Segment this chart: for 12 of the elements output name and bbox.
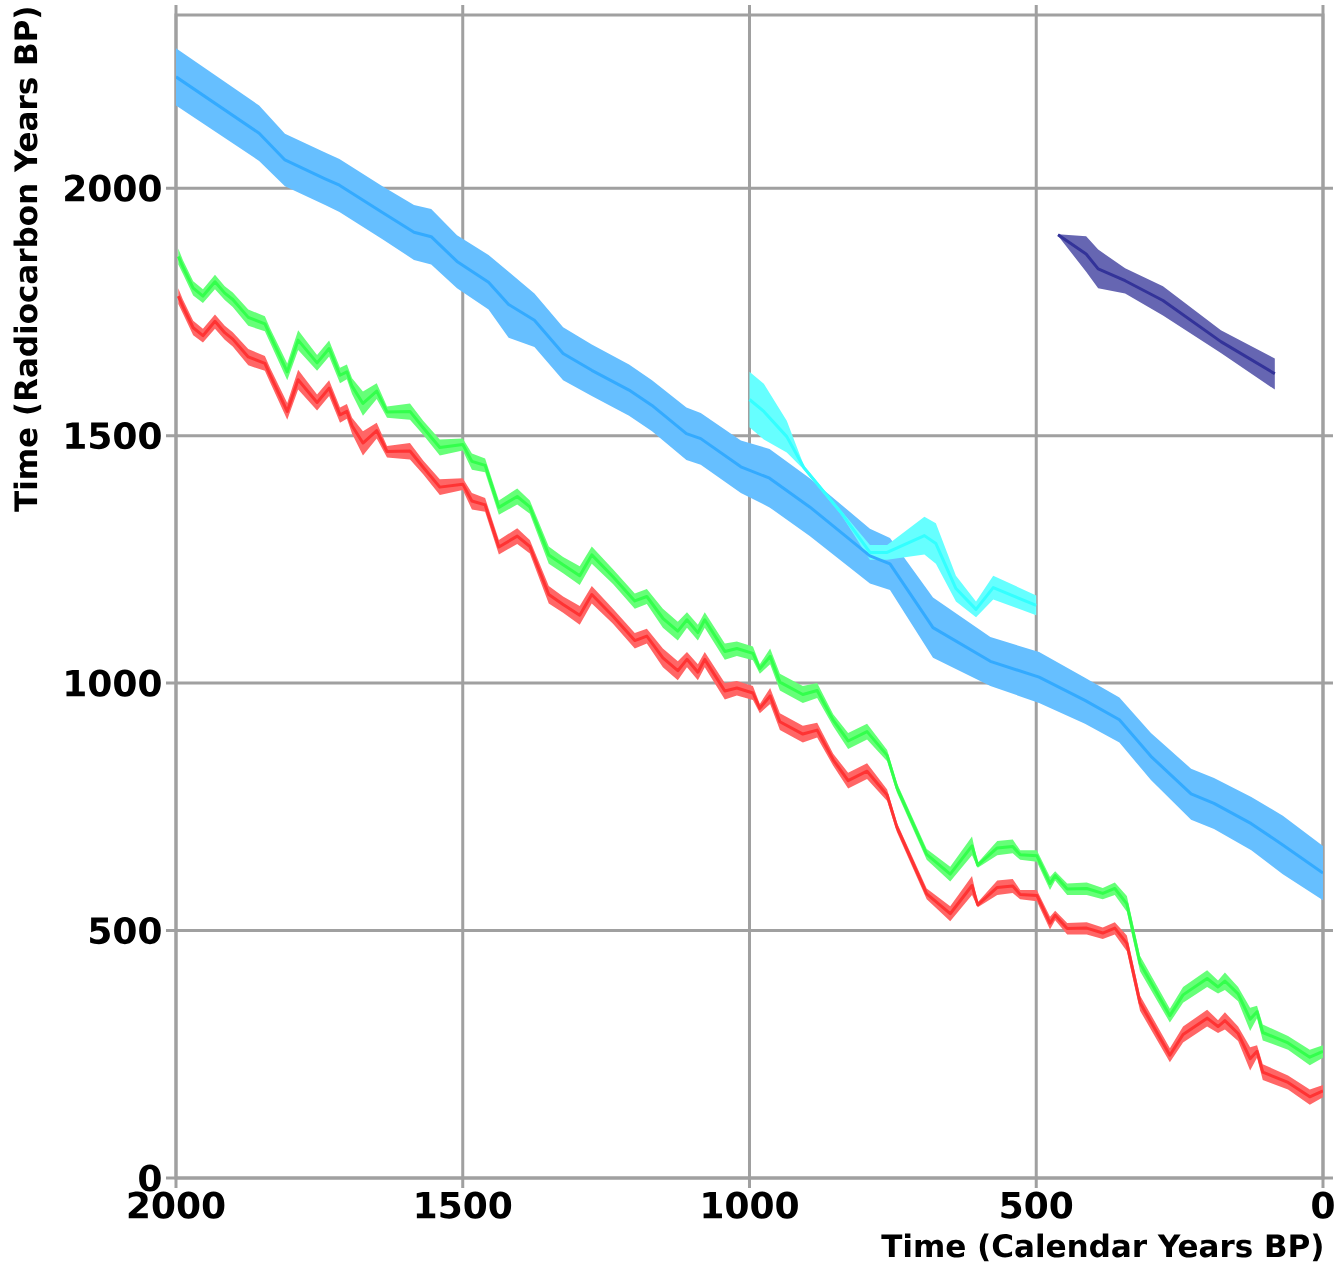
x-tick-label: 1000 (703, 1191, 798, 1219)
y-tick-label: 500 (90, 916, 161, 945)
x-axis-title: Time (Calendar Years BP) (881, 1233, 1322, 1262)
x-tick-label: 0 (1312, 1191, 1334, 1219)
y-axis-title: Time (Radiocarbon Years BP) (13, 8, 42, 512)
y-tick-label: 0 (139, 1164, 161, 1192)
y-tick-label: 1000 (66, 669, 161, 697)
x-tick-label: 1500 (416, 1191, 512, 1219)
y-tick-label: 1500 (66, 422, 161, 450)
x-tick-label: 2000 (128, 1191, 225, 1219)
y-tick-label: 2000 (65, 174, 161, 202)
x-tick-label: 500 (1001, 1191, 1073, 1219)
